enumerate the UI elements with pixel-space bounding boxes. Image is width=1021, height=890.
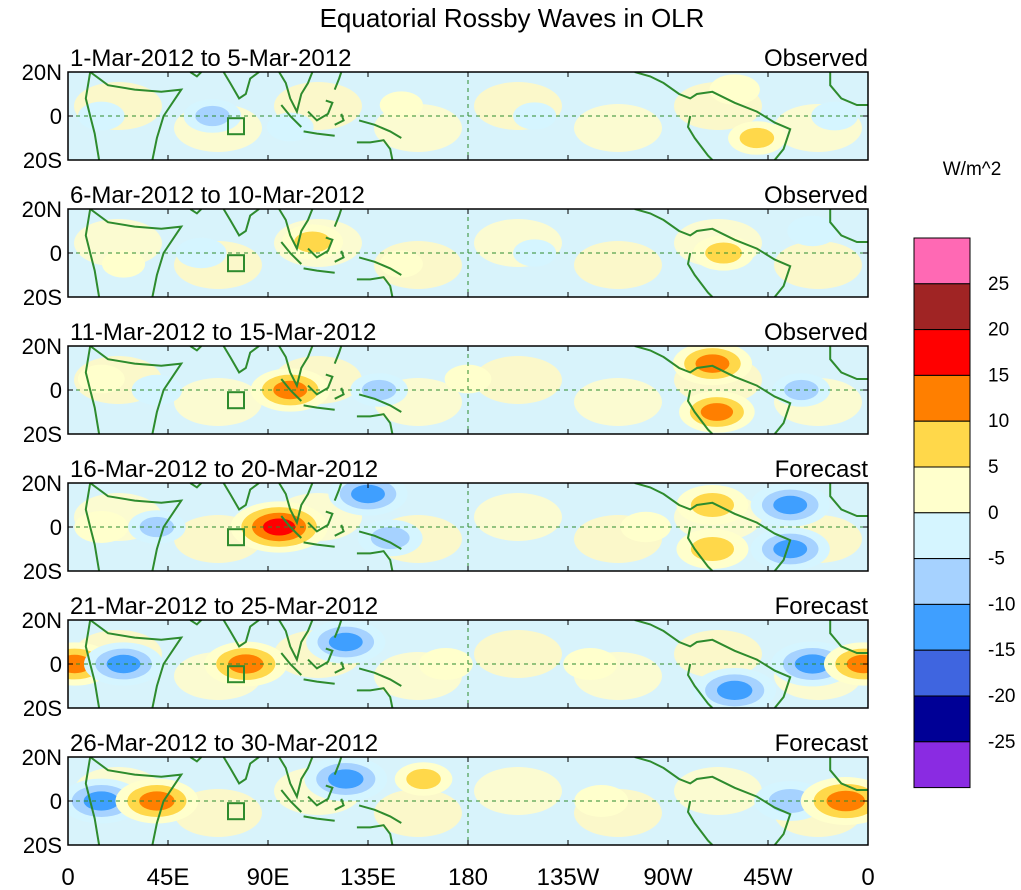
- anomaly-contour: [328, 769, 363, 788]
- panel-status-label: Observed: [764, 182, 868, 209]
- colorbar-tick-label: 10: [988, 411, 1009, 432]
- y-tick-label: 20N: [22, 471, 62, 496]
- anomaly-contour: [740, 128, 775, 148]
- colorbar-tick-label: 15: [988, 365, 1009, 386]
- colorbar-tick-label: 20: [988, 320, 1009, 341]
- y-tick-label: 0: [50, 378, 62, 403]
- colorbar-swatch: [914, 696, 970, 742]
- anomaly-contour: [695, 354, 729, 373]
- colorbar-swatch: [914, 284, 970, 330]
- weak-anomaly-band: [474, 493, 562, 541]
- x-tick-label: 45W: [743, 864, 793, 890]
- x-tick-label: 0: [861, 864, 874, 890]
- y-tick-label: 0: [50, 652, 62, 677]
- panel-period-label: 26-Mar-2012 to 30-Mar-2012: [70, 730, 378, 757]
- anomaly-contour: [701, 403, 733, 421]
- weak-anomaly-band: [574, 104, 662, 152]
- anomaly-contour: [380, 91, 423, 118]
- chart-title: Equatorial Rossby Waves in OLR: [320, 3, 705, 33]
- colorbar-tick-label: -10: [988, 594, 1015, 615]
- panel: 20N 0 20S 11-Mar-2012 to 15-Mar-2012 Observe…: [22, 319, 868, 447]
- colorbar-units: W/m^2: [943, 159, 1002, 180]
- y-tick-label: 20S: [23, 833, 62, 858]
- anomaly-contour: [78, 365, 125, 394]
- panel-period-label: 6-Mar-2012 to 10-Mar-2012: [70, 182, 365, 209]
- y-tick-label: 20S: [23, 285, 62, 310]
- x-tick-label: 90E: [247, 864, 290, 890]
- colorbar-swatch: [914, 559, 970, 605]
- y-tick-label: 20S: [23, 696, 62, 721]
- colorbar-swatch: [914, 604, 970, 650]
- anomaly-contour: [102, 250, 145, 277]
- anomaly-contour: [691, 537, 734, 561]
- y-tick-label: 20N: [22, 745, 62, 770]
- colorbar-swatch: [914, 330, 970, 376]
- colorbar-swatch: [914, 421, 970, 467]
- x-tick-label: 180: [448, 864, 488, 890]
- x-tick-label: 45E: [147, 864, 190, 890]
- y-tick-label: 0: [50, 104, 62, 129]
- panel: 20N 0 20S 16-Mar-2012 to 20-Mar-2012 Forecas…: [22, 456, 869, 584]
- y-tick-label: 0: [50, 241, 62, 266]
- y-tick-label: 20S: [23, 559, 62, 584]
- panel-status-label: Forecast: [775, 730, 869, 757]
- panel-status-label: Forecast: [775, 456, 869, 483]
- panel: 20N 0 20S 1-Mar-2012 to 5-Mar-2012 Observed: [22, 45, 868, 173]
- x-tick-label: 90W: [643, 864, 693, 890]
- anomaly-contour: [406, 769, 441, 789]
- panel-period-label: 1-Mar-2012 to 5-Mar-2012: [70, 45, 351, 72]
- y-tick-label: 20N: [22, 197, 62, 222]
- weak-anomaly-band: [574, 378, 662, 426]
- panel: 20N 0 20S 21-Mar-2012 to 25-Mar-2012 Forecas…: [22, 593, 904, 721]
- colorbar-swatch: [914, 238, 970, 284]
- panels-group: 20N020S1-Mar-2012 to 5-Mar-2012Observed2…: [22, 45, 904, 858]
- weak-anomaly-band: [474, 630, 562, 678]
- anomaly-contour: [380, 250, 423, 277]
- colorbar-tick-label: 5: [988, 457, 999, 478]
- weak-anomaly-band: [174, 378, 262, 426]
- colorbar: W/m^2 25 20 15 10 5 0 -5 -10 -15 -20 -25: [914, 159, 1015, 788]
- colorbar-swatch: [914, 375, 970, 421]
- y-tick-label: 20S: [23, 422, 62, 447]
- weak-anomaly-band: [474, 767, 562, 815]
- colorbar-tick-label: 25: [988, 274, 1009, 295]
- weak-anomaly-band: [674, 767, 762, 815]
- colorbar-tick-label: -5: [988, 549, 1005, 570]
- y-tick-label: 20N: [22, 334, 62, 359]
- olr-figure: Equatorial Rossby Waves in OLR 20N 0 20S 1-…: [0, 0, 1021, 890]
- colorbar-swatch: [914, 742, 970, 788]
- colorbar-tick-label: -15: [988, 640, 1015, 661]
- y-tick-label: 20N: [22, 608, 62, 633]
- colorbar-tick-label: 0: [988, 503, 999, 524]
- x-axis: 0 45E 90E 135E 180 135W 90W 45W 0: [61, 864, 874, 890]
- panel: 20N 0 20S 26-Mar-2012 to 30-Mar-2012 Forecas…: [22, 730, 891, 858]
- anomaly-contour: [717, 681, 752, 700]
- anomaly-contour: [811, 102, 858, 131]
- panel-status-label: Forecast: [775, 593, 869, 620]
- weak-anomaly-band: [574, 241, 662, 289]
- colorbar-swatch: [914, 513, 970, 559]
- panel-period-label: 16-Mar-2012 to 20-Mar-2012: [70, 456, 378, 483]
- y-tick-label: 20S: [23, 148, 62, 173]
- anomaly-contour: [709, 74, 759, 104]
- panel: 20N 0 20S 6-Mar-2012 to 10-Mar-2012 Observed: [22, 182, 868, 310]
- x-tick-label: 135E: [340, 864, 396, 890]
- y-tick-label: 0: [50, 789, 62, 814]
- panel-period-label: 11-Mar-2012 to 15-Mar-2012: [70, 319, 376, 346]
- panel-status-label: Observed: [764, 45, 868, 72]
- anomaly-contour: [371, 527, 410, 549]
- x-tick-label: 135W: [537, 864, 600, 890]
- panel-status-label: Observed: [764, 319, 868, 346]
- anomaly-contour: [773, 496, 807, 515]
- panel-period-label: 21-Mar-2012 to 25-Mar-2012: [70, 593, 378, 620]
- colorbar-swatch: [914, 650, 970, 696]
- y-tick-label: 20N: [22, 60, 62, 85]
- x-tick-label: 0: [61, 864, 74, 890]
- y-tick-label: 0: [50, 515, 62, 540]
- colorbar-tick-label: -25: [988, 732, 1015, 753]
- anomaly-contour: [329, 633, 363, 652]
- colorbar-swatch: [914, 467, 970, 513]
- colorbar-tick-label: -20: [988, 686, 1015, 707]
